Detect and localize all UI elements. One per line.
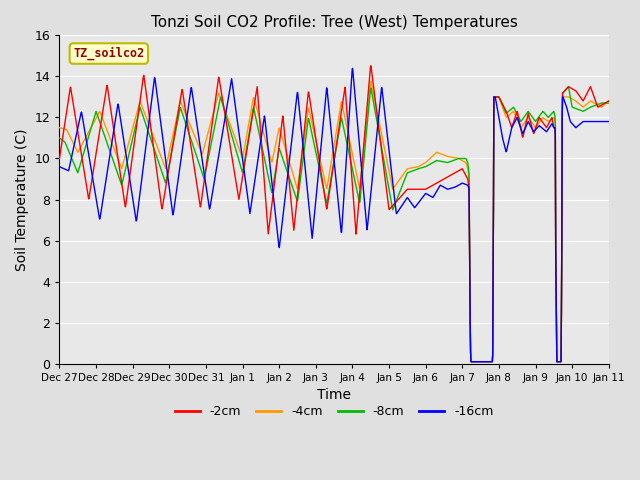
Y-axis label: Soil Temperature (C): Soil Temperature (C) bbox=[15, 128, 29, 271]
X-axis label: Time: Time bbox=[317, 388, 351, 402]
Text: TZ_soilco2: TZ_soilco2 bbox=[73, 47, 145, 60]
Legend: -2cm, -4cm, -8cm, -16cm: -2cm, -4cm, -8cm, -16cm bbox=[170, 400, 499, 423]
Title: Tonzi Soil CO2 Profile: Tree (West) Temperatures: Tonzi Soil CO2 Profile: Tree (West) Temp… bbox=[150, 15, 518, 30]
